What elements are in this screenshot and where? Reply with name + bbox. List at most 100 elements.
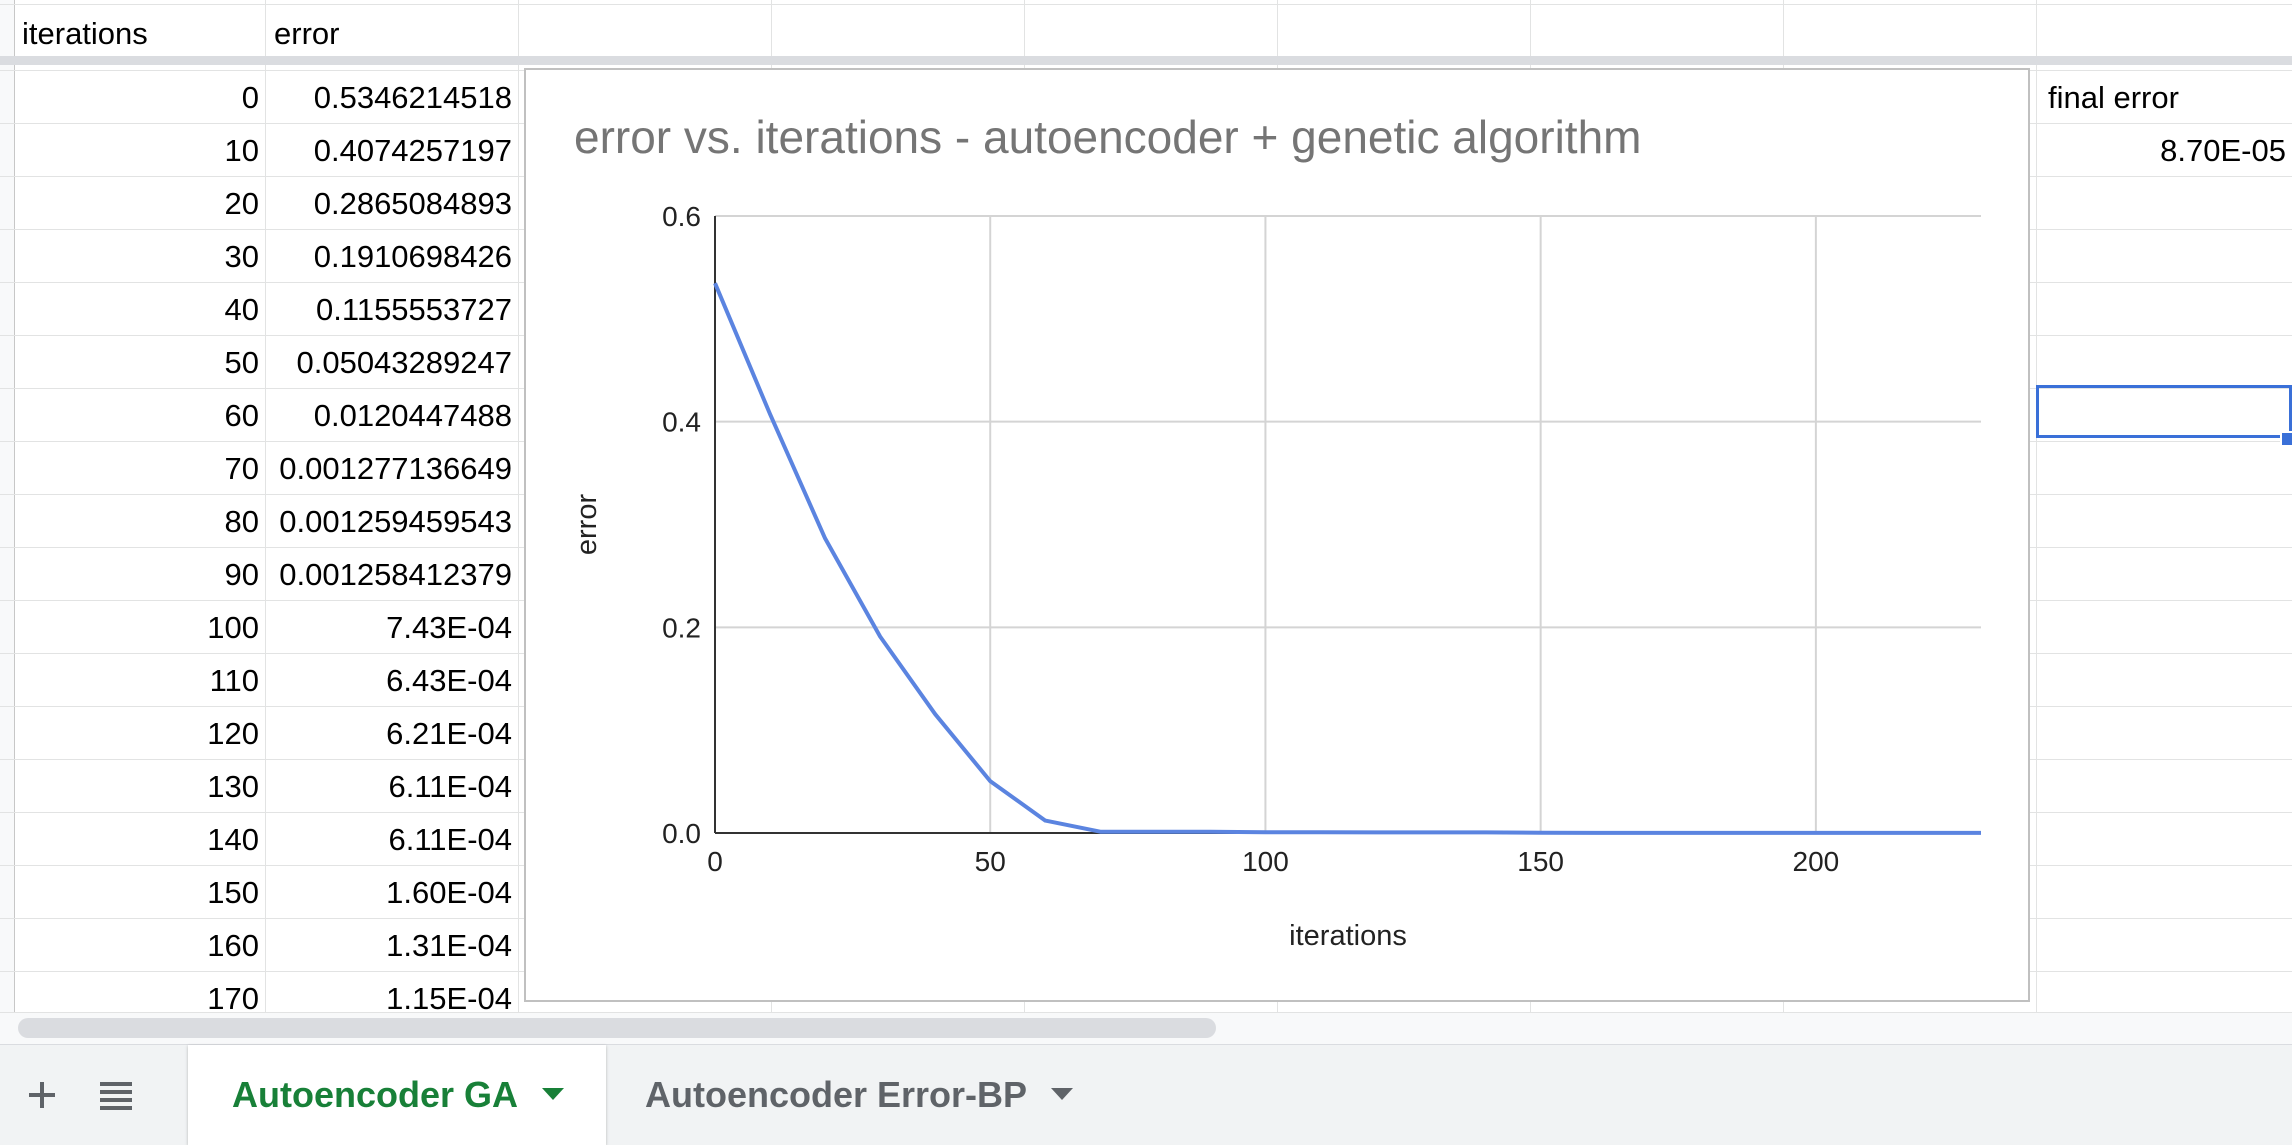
tab-autoencoder-ga[interactable]: Autoencoder GA	[188, 1045, 606, 1145]
chevron-down-icon[interactable]	[542, 1088, 565, 1102]
cell-error[interactable]: 6.21E-04	[386, 716, 512, 751]
data-point	[1262, 829, 1268, 835]
cell-error[interactable]: 1.15E-04	[386, 981, 512, 1012]
cell-iterations[interactable]: 150	[207, 875, 259, 910]
data-point	[1097, 829, 1103, 835]
cell-error[interactable]: 0.001259459543	[279, 504, 512, 539]
column-gridline	[518, 0, 519, 1012]
final-error-label[interactable]: final error	[2048, 80, 2179, 115]
data-point	[1207, 829, 1213, 835]
line-chart[interactable]: error vs. iterations - autoencoder + gen…	[524, 68, 2030, 1002]
menu-list-icon	[100, 1082, 132, 1110]
add-sheet-button[interactable]	[14, 1045, 70, 1145]
cell-error[interactable]: 1.31E-04	[386, 928, 512, 963]
chevron-down-icon[interactable]	[1051, 1088, 1074, 1102]
cell-iterations[interactable]: 100	[207, 610, 259, 645]
cell-iterations[interactable]: 80	[224, 504, 259, 539]
horizontal-scrollbar-thumb[interactable]	[18, 1018, 1216, 1038]
x-tick-label: 0	[707, 846, 723, 877]
data-point	[1648, 830, 1654, 836]
cell-error[interactable]: 6.11E-04	[388, 822, 512, 857]
cell-error[interactable]: 0.4074257197	[313, 133, 512, 168]
chart-plot: 0.0 0.2 0.4 0.6 0 50 100 150 200 iterations error	[571, 201, 1984, 952]
y-tick-label: 0.4	[662, 407, 701, 438]
fill-handle[interactable]	[2280, 431, 2292, 447]
cell-error[interactable]: 6.43E-04	[386, 663, 512, 698]
cell-iterations[interactable]: 70	[224, 451, 259, 486]
cell-error[interactable]: 0.05043289247	[296, 345, 512, 380]
cell-error[interactable]: 0.5346214518	[313, 80, 512, 115]
header-error[interactable]: error	[274, 16, 340, 51]
data-point	[877, 634, 883, 640]
data-point	[1428, 829, 1434, 835]
data-point	[1373, 829, 1379, 835]
data-point	[1813, 830, 1819, 836]
tab-autoencoder-error-bp[interactable]: Autoencoder Error-BP	[620, 1045, 1080, 1145]
cell-iterations[interactable]: 130	[207, 769, 259, 804]
cell-error[interactable]: 0.001258412379	[279, 557, 512, 592]
y-tick-label: 0.0	[662, 818, 701, 849]
cell-iterations[interactable]: 170	[207, 981, 259, 1012]
data-point	[1483, 829, 1489, 835]
data-point	[932, 711, 938, 717]
final-error-value[interactable]: 8.70E-05	[2160, 133, 2286, 168]
cell-iterations[interactable]: 30	[224, 239, 259, 274]
x-tick-label: 100	[1242, 846, 1289, 877]
spreadsheet-grid[interactable]: iterations error 0 0.5346214518 10 0.407425…	[0, 0, 2292, 1012]
cell-iterations[interactable]: 140	[207, 822, 259, 857]
sheet-tab-bar: Autoencoder GA Autoencoder Error-BP	[0, 1044, 2292, 1145]
data-point	[1868, 830, 1874, 836]
plus-icon	[29, 1082, 55, 1108]
y-tick-label: 0.6	[662, 201, 701, 232]
selected-cell[interactable]	[2036, 385, 2292, 438]
y-axis-title: error	[571, 494, 603, 556]
cell-iterations[interactable]: 90	[224, 557, 259, 592]
data-point	[1152, 829, 1158, 835]
cell-error[interactable]: 0.1910698426	[313, 239, 512, 274]
row-header-gutter[interactable]	[0, 0, 15, 1012]
data-point	[822, 535, 828, 541]
data-point	[767, 411, 773, 417]
cell-iterations[interactable]: 160	[207, 928, 259, 963]
tab-label: Autoencoder GA	[232, 1074, 519, 1115]
cell-iterations[interactable]: 120	[207, 716, 259, 751]
cell-error[interactable]: 0.1155553727	[316, 292, 512, 327]
data-point	[712, 280, 718, 286]
x-axis-title: iterations	[1289, 920, 1407, 952]
cell-error[interactable]: 6.11E-04	[388, 769, 512, 804]
cell-iterations[interactable]: 50	[224, 345, 259, 380]
cell-iterations[interactable]: 10	[224, 133, 259, 168]
cell-error[interactable]: 7.43E-04	[386, 610, 512, 645]
chart-title: error vs. iterations - autoencoder + gen…	[574, 111, 1642, 163]
data-point	[1978, 830, 1984, 836]
cell-error[interactable]: 1.60E-04	[386, 875, 512, 910]
data-point	[1923, 830, 1929, 836]
cell-error[interactable]: 0.0120447488	[313, 398, 512, 433]
cell-iterations[interactable]: 0	[241, 80, 259, 115]
x-tick-label: 200	[1793, 846, 1840, 877]
data-point	[987, 778, 993, 784]
column-gridline	[2036, 0, 2037, 1012]
data-point	[1703, 830, 1709, 836]
cell-iterations[interactable]: 20	[224, 186, 259, 221]
data-point	[1538, 830, 1544, 836]
data-point	[1317, 829, 1323, 835]
header-iterations[interactable]: iterations	[22, 16, 148, 51]
column-gridline	[265, 0, 266, 1012]
cell-error[interactable]: 0.2865084893	[313, 186, 512, 221]
row-gridline	[0, 4, 2292, 5]
x-tick-label: 50	[975, 846, 1006, 877]
series-line-error	[713, 282, 1981, 835]
all-sheets-button[interactable]	[88, 1045, 144, 1145]
x-tick-label: 150	[1517, 846, 1564, 877]
cell-iterations[interactable]: 110	[209, 663, 259, 698]
cell-iterations[interactable]: 60	[224, 398, 259, 433]
cell-iterations[interactable]: 40	[224, 292, 259, 327]
tab-label: Autoencoder Error-BP	[645, 1074, 1028, 1115]
data-point	[1042, 818, 1048, 824]
cell-error[interactable]: 0.001277136649	[279, 451, 512, 486]
y-tick-label: 0.2	[662, 612, 701, 643]
data-point	[1758, 830, 1764, 836]
data-point	[1593, 830, 1599, 836]
frozen-row-divider[interactable]	[0, 56, 2292, 65]
